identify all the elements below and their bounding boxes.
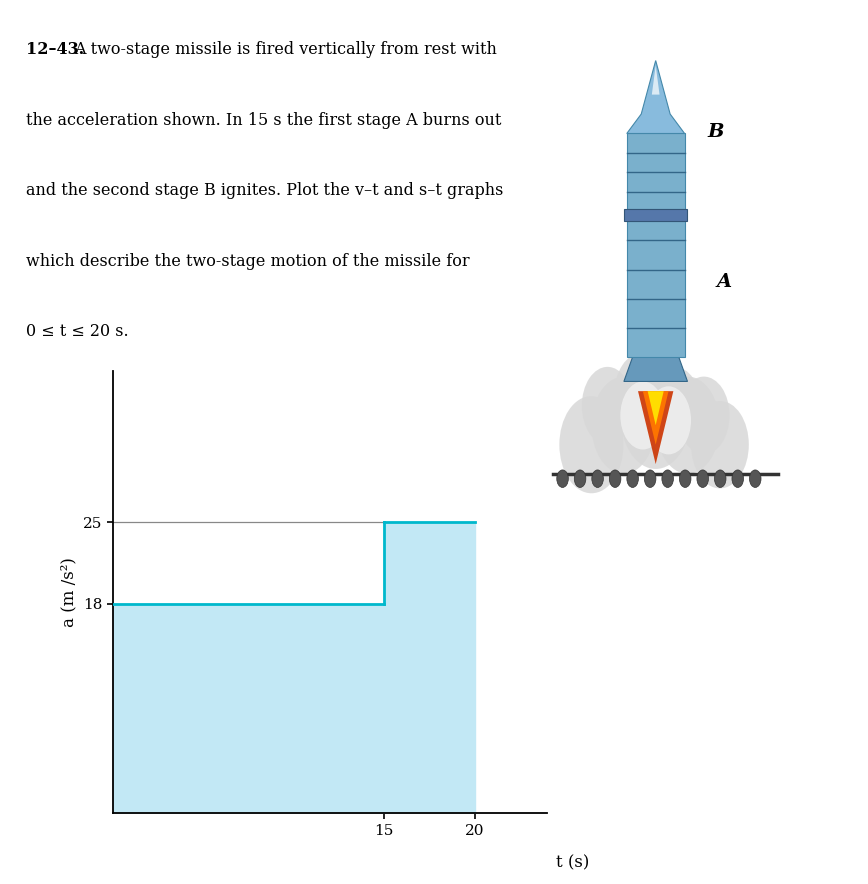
Circle shape (609, 470, 621, 487)
Polygon shape (627, 60, 685, 133)
Circle shape (649, 367, 700, 445)
Circle shape (732, 470, 744, 487)
Polygon shape (648, 391, 664, 425)
Circle shape (559, 396, 623, 493)
Circle shape (592, 470, 603, 487)
Text: 0 ≤ t ≤ 20 s.: 0 ≤ t ≤ 20 s. (26, 324, 128, 340)
Polygon shape (652, 65, 660, 95)
Circle shape (621, 382, 665, 449)
Circle shape (575, 470, 586, 487)
Circle shape (655, 377, 720, 474)
Circle shape (646, 386, 691, 454)
Text: and the second stage B ignites. Plot the v–t and s–t graphs: and the second stage B ignites. Plot the… (26, 182, 503, 199)
Polygon shape (638, 391, 674, 464)
Circle shape (749, 470, 761, 487)
Polygon shape (624, 357, 687, 382)
Circle shape (614, 352, 672, 439)
Text: which describe the two-stage motion of the missile for: which describe the two-stage motion of t… (26, 253, 470, 270)
Circle shape (582, 367, 634, 445)
Text: B: B (707, 123, 724, 141)
Text: 12–43.: 12–43. (26, 42, 84, 58)
Text: A two-stage missile is fired vertically from rest with: A two-stage missile is fired vertically … (74, 42, 496, 58)
Circle shape (644, 470, 656, 487)
Circle shape (621, 362, 691, 469)
Circle shape (691, 401, 749, 488)
Text: the acceleration shown. In 15 s the first stage A burns out: the acceleration shown. In 15 s the firs… (26, 111, 501, 129)
Polygon shape (643, 391, 668, 445)
Circle shape (678, 377, 729, 454)
Bar (627, 133, 685, 209)
Text: t (s): t (s) (556, 854, 589, 871)
Circle shape (680, 470, 691, 487)
Text: A: A (717, 273, 732, 291)
Circle shape (697, 470, 708, 487)
Y-axis label: a (m /s²): a (m /s²) (61, 557, 77, 628)
Bar (624, 209, 687, 221)
Circle shape (627, 470, 638, 487)
Circle shape (556, 470, 569, 487)
Circle shape (662, 470, 674, 487)
Bar (627, 221, 685, 357)
Circle shape (714, 470, 726, 487)
Circle shape (591, 377, 655, 474)
